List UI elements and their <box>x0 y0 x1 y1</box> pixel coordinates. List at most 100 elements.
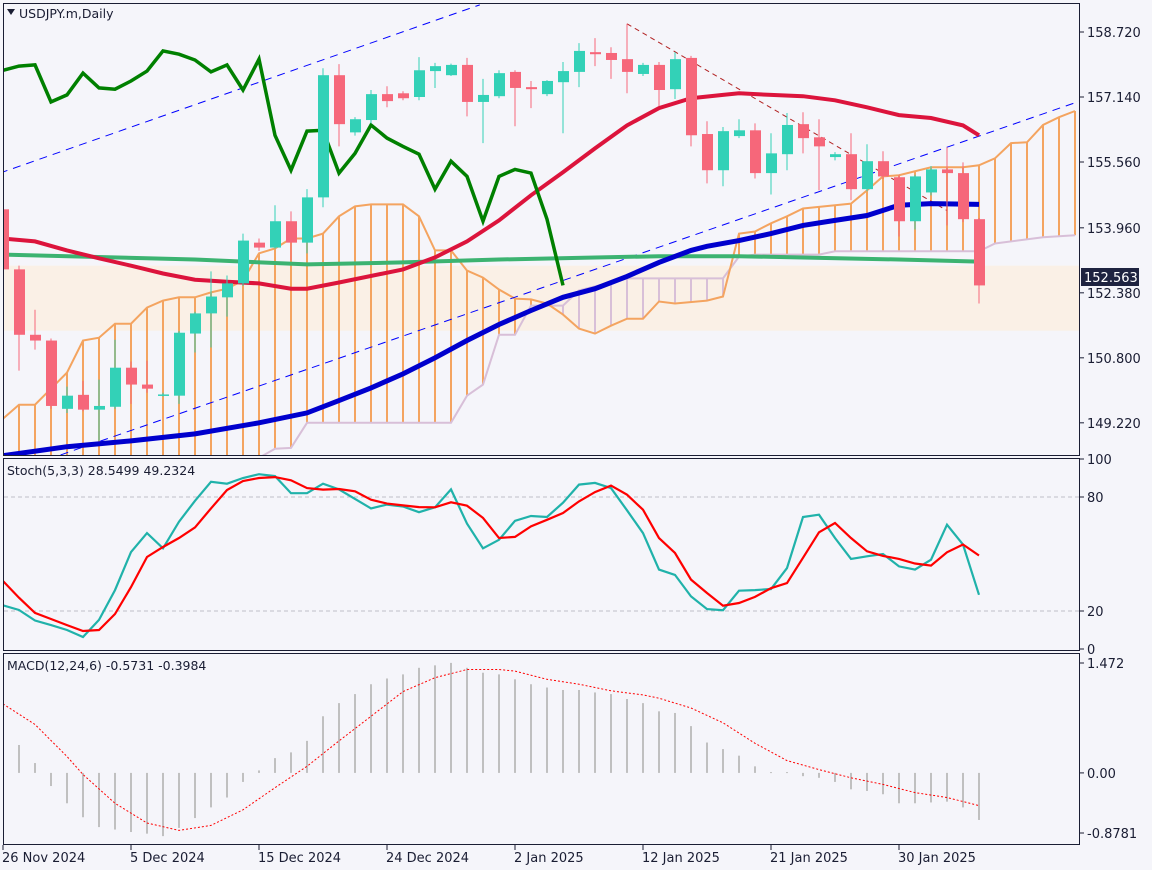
candle-body <box>222 283 233 298</box>
candle-body <box>574 50 585 72</box>
macd-histogram-bar <box>18 744 20 773</box>
candle-body <box>334 75 345 125</box>
price-panel[interactable] <box>0 4 1080 464</box>
macd-tick-label: 0.00 <box>1087 767 1116 782</box>
macd-histogram-bar <box>578 689 580 773</box>
candle-body <box>862 161 873 190</box>
candle <box>286 211 297 261</box>
macd-panel[interactable] <box>2 662 980 837</box>
price-tick-label: 158.720 <box>1087 26 1141 41</box>
macd-histogram-bar <box>658 711 660 773</box>
candle <box>110 339 121 409</box>
candle <box>846 133 857 201</box>
candle <box>910 174 921 230</box>
macd-histogram-bar <box>674 712 676 773</box>
candle-body <box>558 71 569 83</box>
macd-histogram-bar <box>626 699 628 773</box>
candle-body <box>142 384 153 389</box>
candle-body <box>846 154 857 190</box>
macd-histogram-bar <box>482 672 484 773</box>
macd-histogram-bar <box>754 766 756 773</box>
candle-body <box>686 57 697 136</box>
stoch-tick-label: 0 <box>1087 643 1095 658</box>
candle <box>782 113 793 171</box>
macd-histogram-bar <box>306 740 308 773</box>
candle <box>574 43 585 88</box>
stoch-tick-label: 20 <box>1087 605 1104 620</box>
candle <box>46 338 57 409</box>
stoch-d-line <box>4 475 980 633</box>
macd-histogram-bar <box>338 703 340 773</box>
candle <box>462 57 473 117</box>
candle-body <box>526 87 537 90</box>
last-price-value: 152.563 <box>1084 271 1138 286</box>
macd-histogram-bar <box>162 772 164 837</box>
candle-body <box>110 367 121 407</box>
macd-histogram-bar <box>562 689 564 773</box>
candle-body <box>158 394 169 396</box>
candle-body <box>366 94 377 121</box>
macd-histogram-bar <box>322 716 324 773</box>
candle <box>734 119 745 139</box>
symbol-dropdown-triangle-icon[interactable] <box>7 9 15 15</box>
price-tick-label: 152.380 <box>1087 287 1141 302</box>
symbol-label: USDJPY.m,Daily <box>19 6 114 21</box>
macd-histogram-bar <box>130 772 132 833</box>
macd-histogram-bar <box>386 678 388 773</box>
candle <box>510 70 521 127</box>
candle <box>238 233 249 286</box>
candle <box>750 123 761 179</box>
macd-histogram-bar <box>466 667 468 773</box>
macd-histogram-bar <box>402 674 404 773</box>
candle <box>318 68 329 208</box>
macd-histogram-bar <box>802 772 804 777</box>
candle-body <box>782 124 793 155</box>
moving-average-red <box>4 91 981 291</box>
candle <box>622 23 633 94</box>
macd-histogram-bar <box>226 772 228 798</box>
candle-body <box>446 64 457 76</box>
last-price-tag: 152.563 <box>1081 268 1139 286</box>
candle <box>334 64 345 147</box>
candle-body <box>734 130 745 137</box>
macd-histogram-bar <box>450 662 452 773</box>
candle-body <box>174 332 185 396</box>
macd-histogram-bar <box>546 687 548 773</box>
macd-histogram-bar <box>706 742 708 773</box>
macd-histogram-bar <box>258 770 260 773</box>
candle-body <box>830 154 841 158</box>
candle <box>830 152 841 161</box>
macd-histogram-bar <box>290 752 292 773</box>
stoch-tick-label: 80 <box>1087 491 1104 506</box>
stoch-tick-label: 100 <box>1087 453 1112 468</box>
candle-body <box>606 52 617 60</box>
moving-average-blue <box>4 201 980 455</box>
candle-body <box>126 367 137 385</box>
macd-histogram-bar <box>770 772 772 774</box>
macd-histogram-bar <box>242 772 244 782</box>
candle <box>558 62 569 134</box>
candle <box>446 63 457 77</box>
candle <box>942 147 953 226</box>
candle <box>670 52 681 100</box>
candle <box>206 271 217 348</box>
candle <box>430 62 441 88</box>
macd-label: MACD(12,24,6) -0.5731 -0.3984 <box>7 658 206 673</box>
stochastic-panel[interactable] <box>3 473 1079 639</box>
time-tick-label: 30 Jan 2025 <box>898 851 976 866</box>
time-tick-label: 15 Dec 2024 <box>258 851 341 866</box>
time-tick-label: 12 Jan 2025 <box>642 851 720 866</box>
macd-histogram-bar <box>786 772 788 774</box>
candle <box>478 78 489 144</box>
macd-histogram-bar <box>194 772 196 819</box>
macd-histogram-bar <box>962 772 964 808</box>
macd-histogram-bar <box>274 758 276 773</box>
candle-body <box>78 394 89 410</box>
macd-histogram-bar <box>834 772 836 782</box>
candle-body <box>350 119 361 133</box>
candle-body <box>94 405 105 410</box>
candle <box>926 166 937 196</box>
candle <box>14 265 25 371</box>
candle-body <box>894 177 905 222</box>
